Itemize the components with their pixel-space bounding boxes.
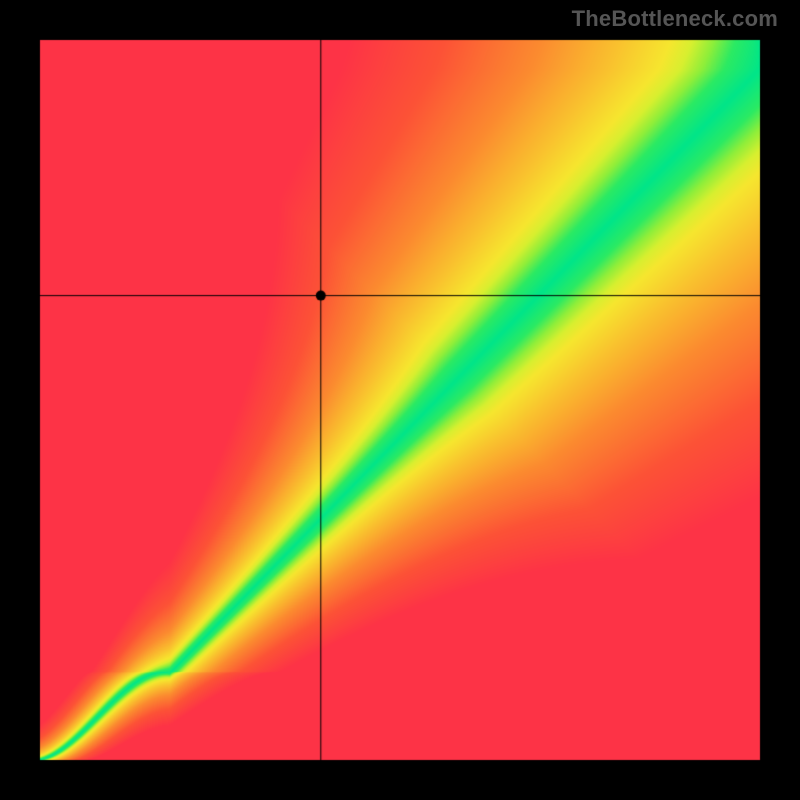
watermark-text: TheBottleneck.com — [572, 6, 778, 32]
chart-container: TheBottleneck.com — [0, 0, 800, 800]
bottleneck-heatmap — [0, 0, 800, 800]
